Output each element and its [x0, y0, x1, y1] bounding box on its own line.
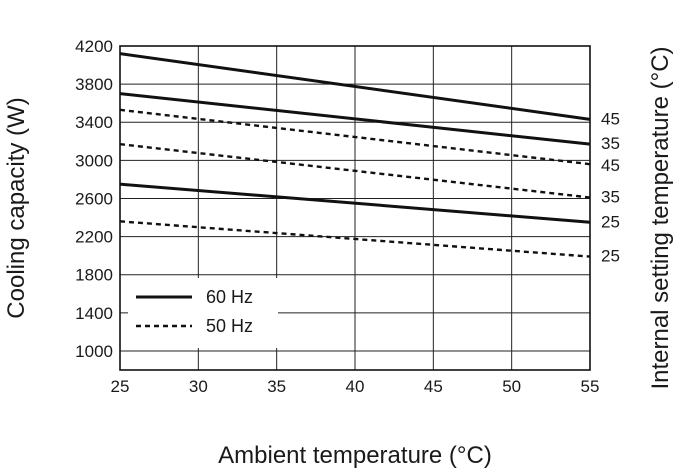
y-tick-label: 3400 [75, 113, 113, 132]
y-tick-label: 4200 [75, 37, 113, 56]
y-tick-label: 3800 [75, 75, 113, 94]
series-line-60hz-45 [119, 52, 591, 121]
x-axis-label: Ambient temperature (°C) [218, 442, 492, 469]
line-end-label: 35 [601, 134, 620, 153]
series-line-60hz-25 [119, 182, 591, 224]
line-end-label: 35 [601, 188, 620, 207]
y-axis-label: Cooling capacity (W) [3, 97, 30, 318]
line-end-label: 25 [601, 212, 620, 231]
legend-box [128, 278, 278, 348]
x-tick-label: 30 [189, 377, 208, 396]
x-tick-label: 45 [424, 377, 443, 396]
y-tick-label: 1800 [75, 266, 113, 285]
y-tick-label: 1000 [75, 342, 113, 361]
x-tick-label: 55 [581, 377, 600, 396]
x-tick-label: 25 [111, 377, 130, 396]
line-end-labels: 45 35 45 35 25 25 [601, 109, 620, 265]
y-tick-label: 2600 [75, 189, 113, 208]
tick-labels: 25 30 35 40 45 50 55 1000 1400 1800 2200 2600 3000 34… [75, 37, 599, 396]
grid [120, 46, 590, 370]
legend: 60 Hz 50 Hz [136, 287, 253, 336]
series-line-60hz-35 [119, 92, 591, 146]
plot-frame [119, 45, 591, 371]
series-line-50hz-35 [119, 142, 591, 199]
y-tick-label: 1400 [75, 304, 113, 323]
series-lines [119, 52, 591, 258]
x-tick-label: 40 [346, 377, 365, 396]
legend-label-60hz: 60 Hz [206, 287, 253, 307]
legend-label-50hz: 50 Hz [206, 316, 253, 336]
y-tick-label: 3000 [75, 151, 113, 170]
x-tick-label: 50 [502, 377, 521, 396]
line-end-label: 25 [601, 247, 620, 266]
y-tick-label: 2200 [75, 228, 113, 247]
series-line-50hz-45 [119, 108, 591, 166]
series-line-50hz-25 [119, 220, 591, 258]
x-tick-label: 35 [267, 377, 286, 396]
secondary-y-axis-label: Internal setting temperature (°C) [647, 46, 674, 389]
line-end-label: 45 [601, 109, 620, 128]
line-end-label: 45 [601, 156, 620, 175]
